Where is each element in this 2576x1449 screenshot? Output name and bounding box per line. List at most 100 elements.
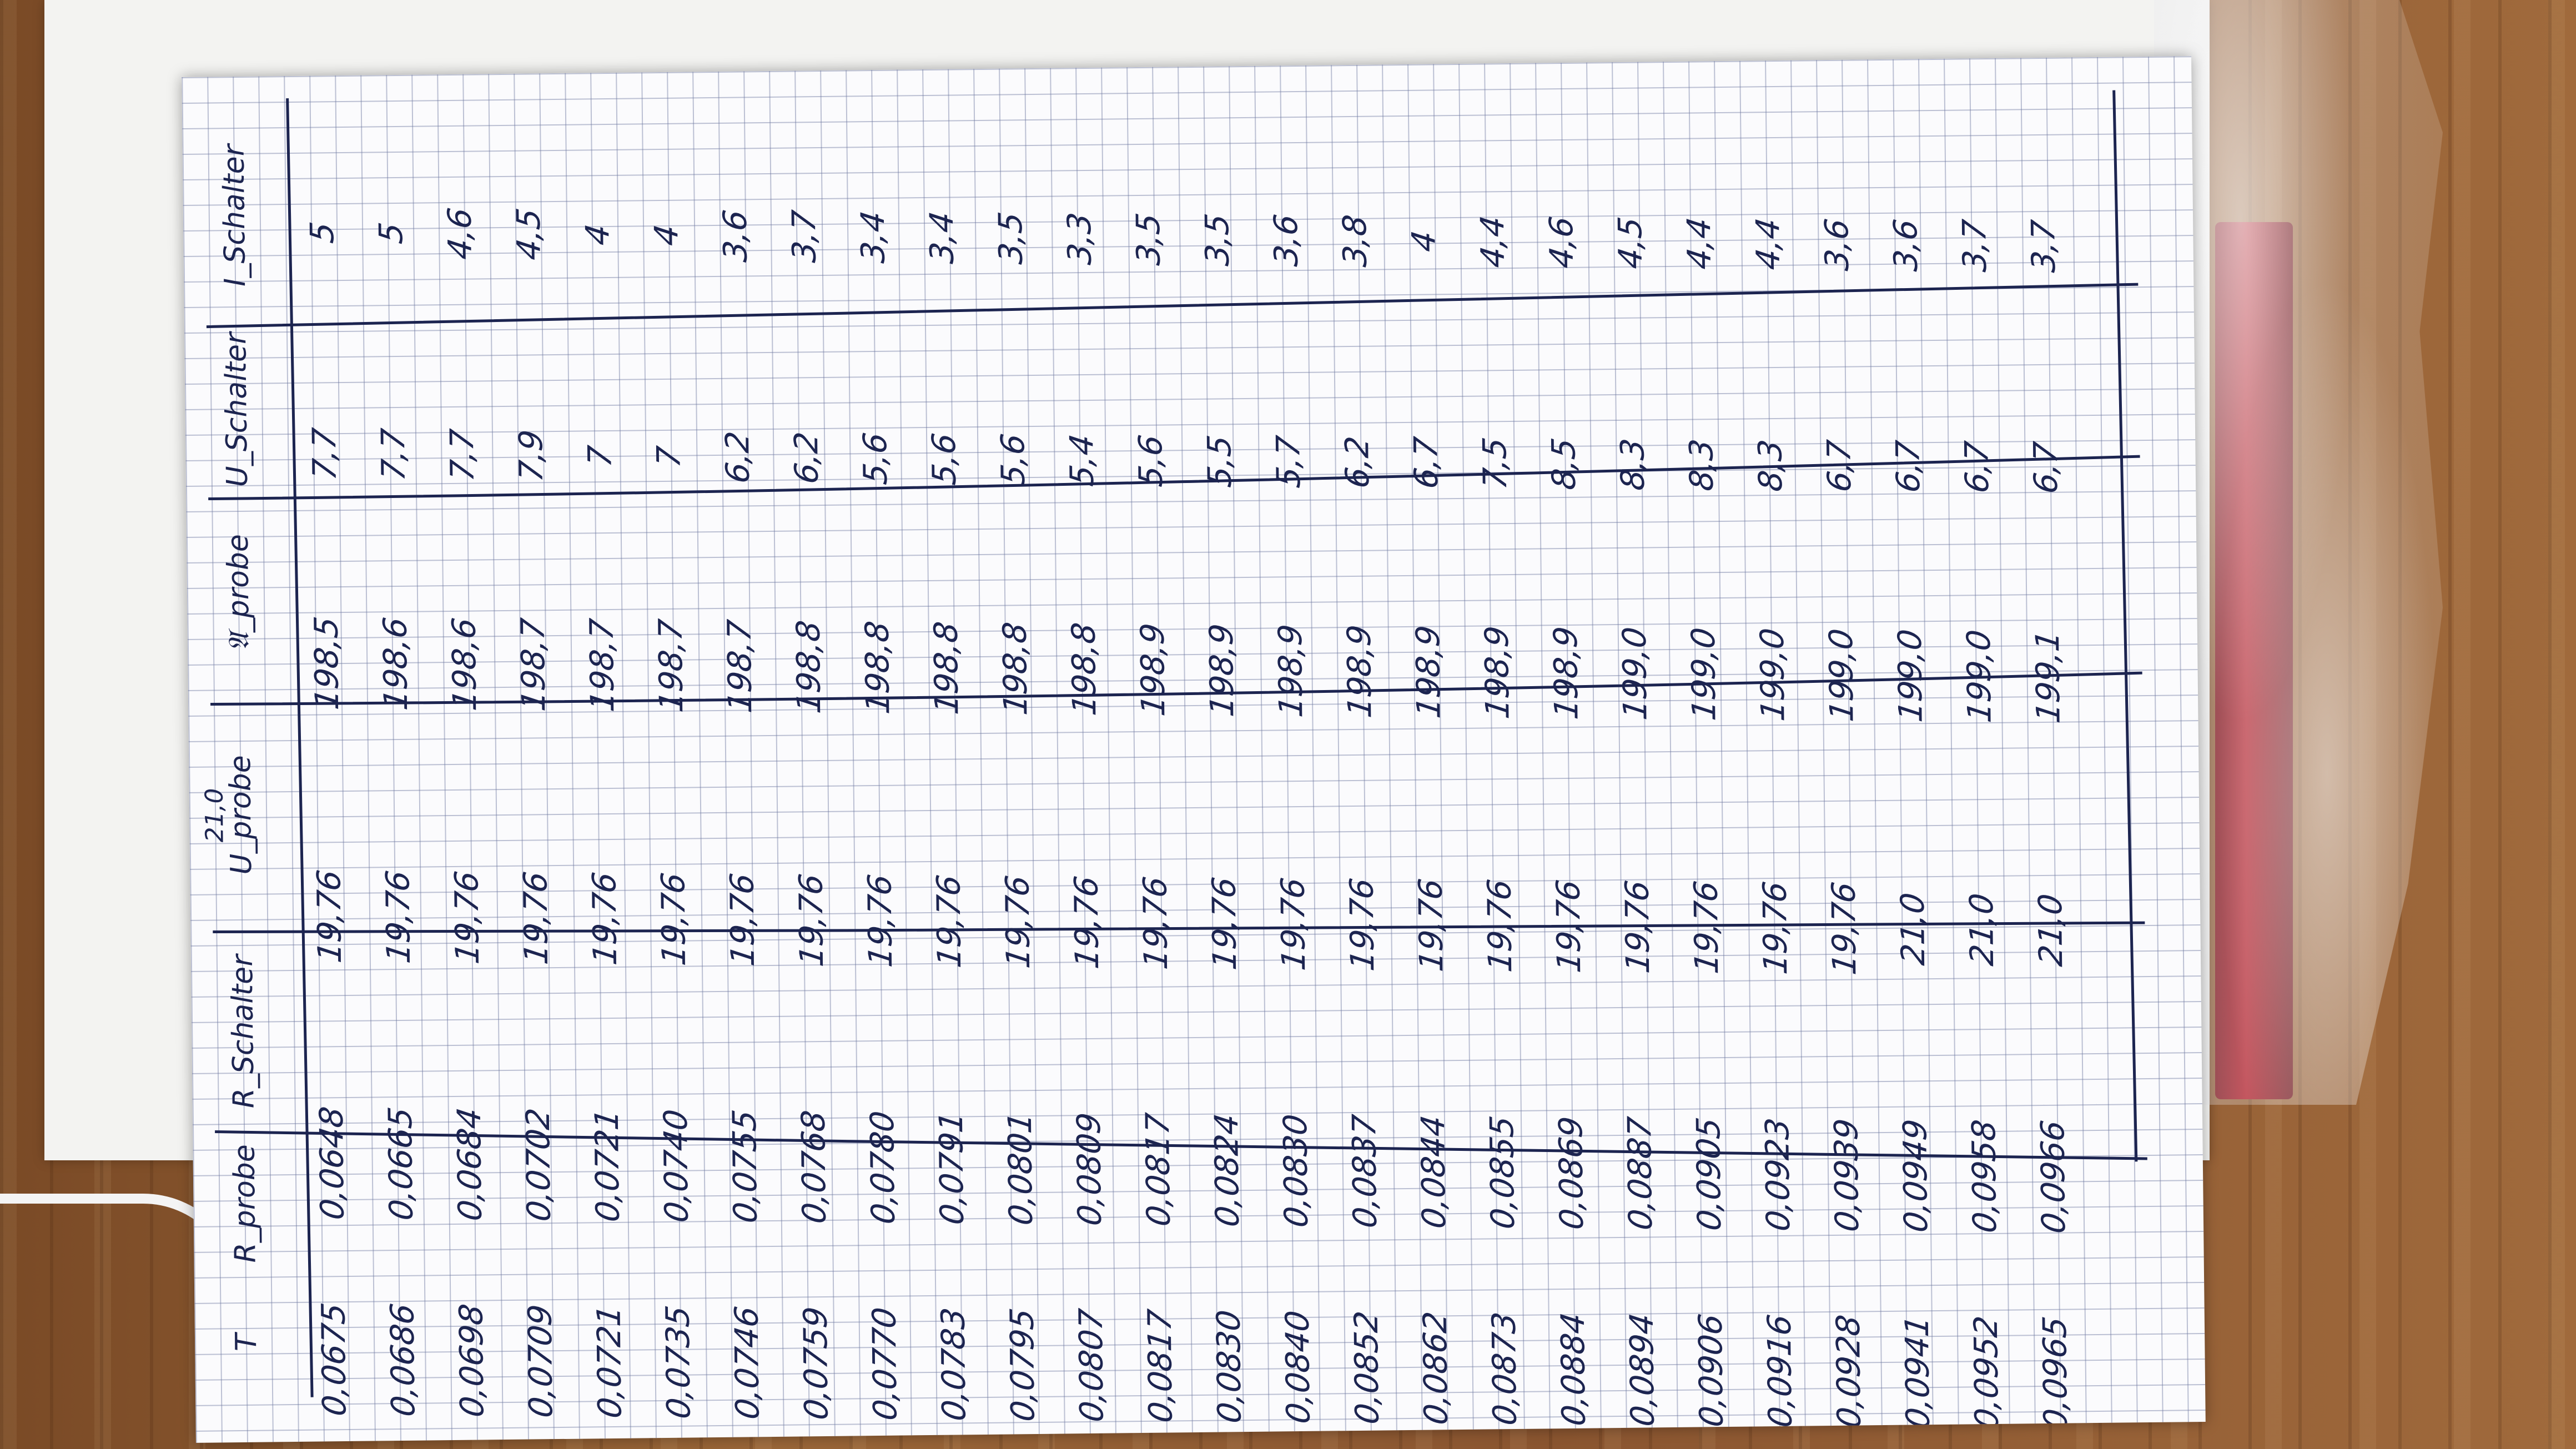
table-cell: 0,0791 <box>932 1109 971 1227</box>
table-cell: 0,0721 <box>588 1106 627 1224</box>
table-cell: 6,2 <box>1338 434 1376 490</box>
table-cell: 0,0844 <box>1414 1113 1453 1231</box>
table-cell: 3,4 <box>923 209 961 265</box>
table-cell: 0,0684 <box>450 1105 489 1223</box>
table-cell: 4,5 <box>510 206 548 262</box>
table-cell: 0,0928 <box>1829 1313 1868 1431</box>
table-cell: 19,76 <box>654 871 693 968</box>
table-cell: 7 <box>650 444 687 470</box>
column-header: R_Schalter <box>226 953 261 1109</box>
table-cell: 6,2 <box>718 429 757 485</box>
edge-rule <box>2112 90 2138 1162</box>
table-cell: 7,7 <box>305 426 344 482</box>
table-cell: 0,0873 <box>1485 1310 1524 1428</box>
table-cell: 19,76 <box>1343 876 1382 973</box>
table-cell: 0,0698 <box>452 1302 491 1420</box>
table-cell: 4 <box>647 223 685 248</box>
table-cell: 7,9 <box>512 427 550 484</box>
table-cell: 19,76 <box>723 871 762 968</box>
grid-notebook-page: T R_probe R_Schalter U_probe 𝔄_probe U_Schalt… <box>182 56 2206 1443</box>
table-cell: 0,0958 <box>1965 1118 2004 1235</box>
table-cell: 0,0906 <box>1692 1312 1730 1430</box>
table-cell: 19,76 <box>930 873 969 970</box>
table-cell: 199,0 <box>1616 625 1654 722</box>
table-cell: 198,8 <box>996 620 1035 717</box>
table-cell: 3,6 <box>1267 212 1305 268</box>
table-cell: 8,3 <box>1682 437 1720 493</box>
table-cell: 19,76 <box>1412 877 1451 974</box>
table-cell: 0,0855 <box>1483 1114 1522 1231</box>
table-cell: 198,5 <box>308 615 346 712</box>
table-cell: 199,0 <box>1960 627 1999 724</box>
table-cell: 0,0648 <box>313 1104 351 1222</box>
table-cell: 0,0824 <box>1208 1111 1246 1229</box>
table-cell: 0,0746 <box>728 1304 767 1422</box>
table-cell: 5,6 <box>925 431 963 487</box>
table-cell: 6,7 <box>1407 435 1445 491</box>
table-cell: 198,8 <box>927 620 966 717</box>
table-cell: 198,7 <box>652 617 691 715</box>
table-cell: 0,0795 <box>1003 1306 1042 1424</box>
table-cell: 0,0709 <box>521 1302 560 1420</box>
table-cell: 19,76 <box>861 872 900 969</box>
table-cell: 3,7 <box>2024 218 2062 274</box>
table-cell: 0,0884 <box>1554 1311 1593 1428</box>
table-cell: 19,76 <box>999 873 1038 970</box>
table-cell: 0,0887 <box>1621 1115 1659 1232</box>
table-cell: 0,0952 <box>1967 1314 2006 1432</box>
table-cell: 7,5 <box>1476 435 1514 491</box>
table-cell: 198,8 <box>1065 621 1104 718</box>
table-cell: 0,0768 <box>794 1108 833 1226</box>
table-cell: 5,6 <box>994 431 1032 487</box>
table-cell: 4,5 <box>1611 215 1649 271</box>
table-cell: 5 <box>372 220 410 246</box>
column-header: I_Schalter <box>217 142 252 286</box>
table-cell: 3,5 <box>1129 211 1168 267</box>
table-cell: 198,9 <box>1409 623 1448 721</box>
table-cell: 198,9 <box>1134 621 1173 718</box>
table-cell: 19,76 <box>1205 875 1244 972</box>
header-note: 21,0 <box>200 788 229 842</box>
table-cell: 0,0665 <box>381 1105 420 1222</box>
table-cell: 6,7 <box>1820 438 1858 494</box>
table-cell: 5,6 <box>1131 432 1170 489</box>
column-header: T <box>230 1331 263 1351</box>
table-cell: 198,7 <box>514 616 553 713</box>
table-cell: 5,5 <box>1200 433 1239 489</box>
table-cell: 3,5 <box>1198 212 1236 268</box>
table-cell: 199,0 <box>1753 626 1792 723</box>
table-cell: 0,0830 <box>1276 1112 1315 1230</box>
table-cell: 0,0916 <box>1760 1312 1799 1430</box>
table-cell: 0,0837 <box>1345 1113 1384 1230</box>
table-cell: 0,0809 <box>1070 1110 1109 1228</box>
table-cell: 19,76 <box>585 870 624 967</box>
table-cell: 19,76 <box>1756 879 1795 977</box>
table-cell: 21,0 <box>1963 891 2001 968</box>
table-cell: 0,0801 <box>1001 1110 1040 1227</box>
table-cell: 4,6 <box>441 205 479 261</box>
table-cell: 198,8 <box>858 619 897 716</box>
table-cell: 8,3 <box>1751 437 1789 494</box>
table-cell: 199,0 <box>1891 627 1930 724</box>
table-cell: 0,0755 <box>726 1108 764 1225</box>
table-cell: 0,0740 <box>657 1107 696 1225</box>
handwritten-table: T R_probe R_Schalter U_probe 𝔄_probe U_Schalt… <box>200 90 2147 1432</box>
table-cell: 0,0923 <box>1758 1116 1797 1234</box>
table-cell: 3,7 <box>785 208 823 264</box>
table-cell: 3,3 <box>1060 210 1099 266</box>
table-cell: 0,0852 <box>1347 1309 1386 1427</box>
column-header: R_probe <box>228 1144 262 1263</box>
plastic-wrap <box>2154 0 2443 1105</box>
table-cell: 0,0686 <box>384 1301 422 1419</box>
column-header: U_Schalter <box>219 330 254 487</box>
table-cell: 4,4 <box>1749 216 1787 272</box>
rule-line <box>213 921 2145 934</box>
table-cell: 4,4 <box>1680 215 1718 271</box>
table-cell: 19,76 <box>516 869 555 967</box>
table-cell: 0,0780 <box>863 1109 902 1226</box>
table-cell: 199,0 <box>1684 626 1723 723</box>
table-cell: 6,7 <box>1889 439 1927 495</box>
rule-line <box>208 455 2140 501</box>
table-cell: 0,0735 <box>659 1304 698 1421</box>
table-cell: 0,0941 <box>1898 1314 1937 1431</box>
